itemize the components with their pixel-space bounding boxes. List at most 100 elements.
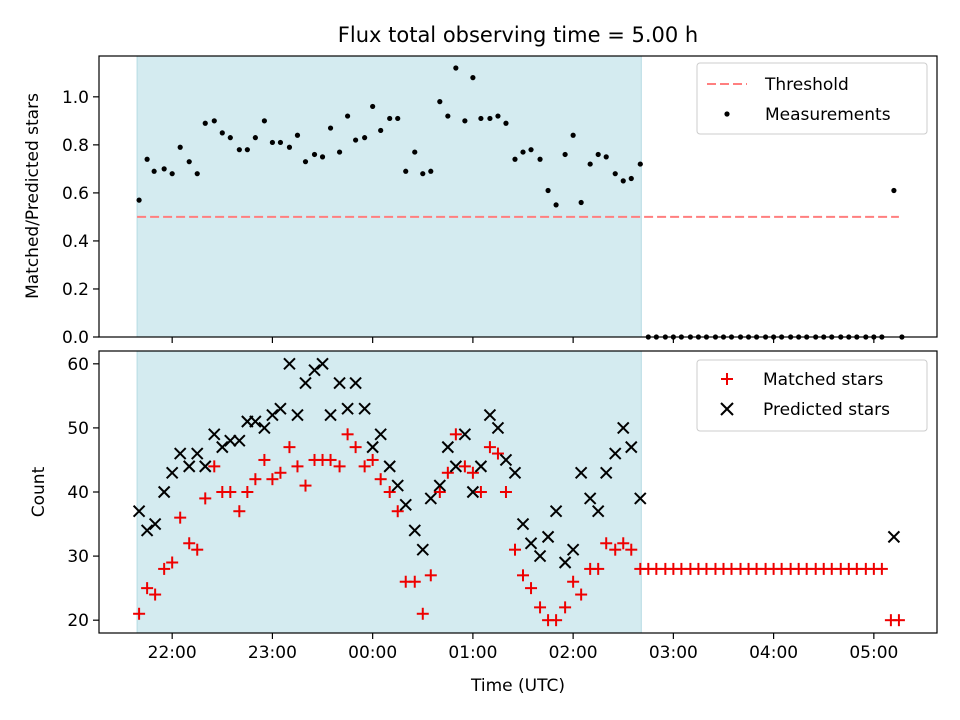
matched-stars-point xyxy=(534,601,547,614)
x-axis-label: Time (UTC) xyxy=(470,676,565,696)
matched-stars-point xyxy=(499,486,512,498)
matched-stars-point xyxy=(149,588,162,601)
measurement-point xyxy=(428,168,434,174)
predicted-stars-point xyxy=(491,421,505,435)
measurement-point xyxy=(512,156,518,162)
measurement-point xyxy=(545,187,551,194)
ratio-y-axis-label: Matched/Predicted stars xyxy=(23,93,43,299)
measurement-point xyxy=(587,161,593,167)
measurement-point xyxy=(261,118,267,124)
predicted-stars-point xyxy=(391,479,404,492)
measurement-point xyxy=(612,171,618,177)
measurement-point xyxy=(219,130,225,136)
predicted-stars-point xyxy=(549,505,563,518)
measurement-point xyxy=(177,144,183,150)
legend-measurements-label: Measurements xyxy=(765,105,891,125)
measurement-point xyxy=(437,99,443,105)
matched-stars-point xyxy=(609,543,622,556)
legend-predicted-label: Predicted stars xyxy=(763,400,890,420)
ratio-legend: Threshold Measurements xyxy=(696,62,928,135)
ratio-y-tick-label: 0.6 xyxy=(62,184,89,204)
predicted-stars-point xyxy=(208,428,221,441)
ratio-y-tick-label: 0.0 xyxy=(62,328,89,348)
measurement-point xyxy=(578,199,584,206)
count-y-tick-label: 40 xyxy=(67,483,89,503)
predicted-stars-point xyxy=(341,402,354,415)
matched-stars-point xyxy=(158,562,171,575)
measurement-point xyxy=(478,115,484,122)
predicted-stars-point xyxy=(499,453,513,467)
matched-stars-point xyxy=(449,428,462,441)
matched-stars-point xyxy=(875,562,888,575)
count-y-tick-label: 60 xyxy=(67,355,89,375)
measurement-point xyxy=(370,103,376,110)
x-tick-label: 03:00 xyxy=(649,643,698,663)
measurement-point xyxy=(344,113,351,119)
count-y-tick-label: 20 xyxy=(67,611,89,631)
predicted-stars-point xyxy=(258,421,271,435)
matched-stars-point xyxy=(525,582,538,595)
predicted-stars-point xyxy=(183,460,196,473)
matched-stars-point xyxy=(133,607,146,620)
predicted-stars-point xyxy=(216,440,229,454)
predicted-stars-point xyxy=(349,376,362,390)
predicted-stars-point xyxy=(887,530,901,544)
count-legend-box xyxy=(696,359,928,432)
legend-predicted-swatch xyxy=(720,402,734,416)
measurement-point xyxy=(136,197,142,203)
x-tick-label: 02:00 xyxy=(549,643,598,663)
predicted-stars-point xyxy=(383,460,396,473)
matched-stars-point xyxy=(408,575,421,588)
predicted-stars-point xyxy=(249,415,262,428)
measurement-point xyxy=(252,135,258,141)
measurement-point xyxy=(537,156,543,162)
matched-stars-point xyxy=(266,473,279,486)
measurement-point xyxy=(144,156,150,162)
measurement-point xyxy=(302,159,309,165)
matched-stars-point xyxy=(441,466,454,479)
matched-stars-point xyxy=(291,460,304,473)
measurement-point xyxy=(453,65,459,71)
matched-stars-point xyxy=(191,543,204,556)
predicted-stars-point xyxy=(132,505,146,518)
matched-stars-point xyxy=(299,479,312,492)
measurement-point xyxy=(562,151,568,158)
count-y-tick-label: 30 xyxy=(67,547,89,567)
measurement-point xyxy=(194,171,200,177)
predicted-stars-point xyxy=(458,428,472,441)
measurement-point xyxy=(236,147,242,153)
ratio-y-tick-label: 1.0 xyxy=(62,88,89,108)
predicted-stars-point xyxy=(165,466,179,479)
predicted-stars-point xyxy=(316,357,329,371)
matched-stars-point xyxy=(517,569,530,582)
matched-stars-point xyxy=(559,601,572,614)
ratio-axes-frame xyxy=(98,55,938,338)
predicted-stars-point xyxy=(591,505,605,518)
ratio-y-tick-label: 0.8 xyxy=(62,136,89,156)
matched-stars-point xyxy=(575,588,588,601)
legend-matched-swatch xyxy=(721,373,733,385)
measurement-point xyxy=(244,147,250,153)
predicted-stars-point xyxy=(299,376,312,390)
matched-stars-point xyxy=(349,441,362,454)
predicted-stars-point xyxy=(148,517,162,531)
matched-stars-point xyxy=(424,569,437,582)
matched-stars-point xyxy=(466,466,479,479)
matched-stars-point xyxy=(600,537,613,550)
matched-stars-point xyxy=(567,575,580,588)
matched-stars-point xyxy=(391,505,404,518)
measurement-point xyxy=(387,115,393,122)
matched-stars-point xyxy=(224,486,237,498)
predicted-stars-point xyxy=(516,517,530,531)
measurement-point xyxy=(462,118,468,124)
predicted-stars-point xyxy=(358,402,371,415)
predicted-stars-point xyxy=(558,556,572,569)
predicted-stars-point xyxy=(474,460,488,473)
matched-stars-point xyxy=(358,460,371,473)
matched-stars-point xyxy=(491,447,504,460)
matched-stars-point xyxy=(174,511,187,524)
legend-threshold-label: Threshold xyxy=(764,75,849,95)
matched-stars-point xyxy=(333,460,346,473)
predicted-stars-point xyxy=(157,485,171,499)
